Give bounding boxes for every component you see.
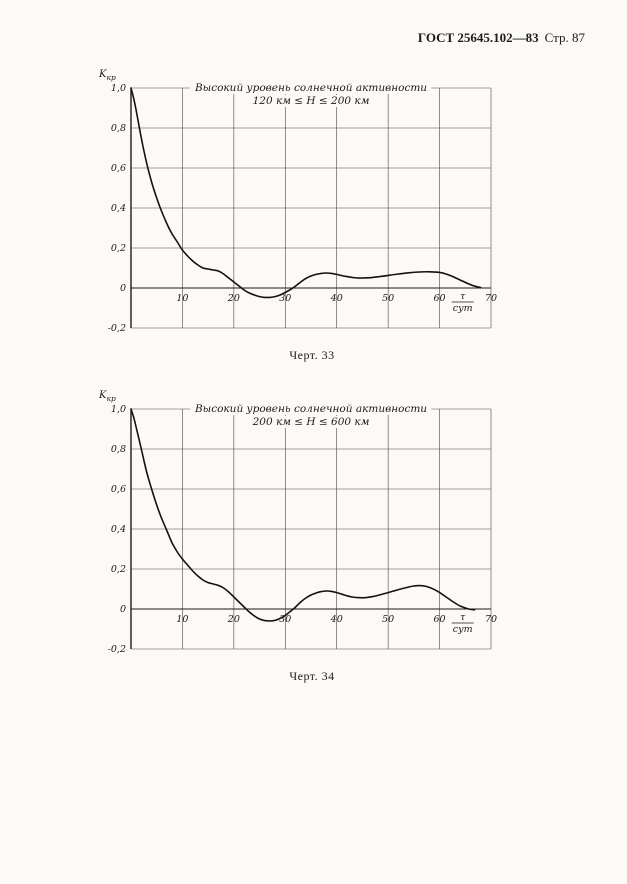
y-tick-label: 0,6 xyxy=(111,484,126,495)
chart-subtitle: 120 км ≤ H ≤ 200 км xyxy=(253,95,370,107)
chart-34-plot: 1,0 0,8 0,6 0,4 0,2 0 -0,2 10 20 30 40 50 60 70 Kкр τсу… xyxy=(98,390,497,655)
standard-number: ГОСТ 25645.102—83 xyxy=(417,30,539,45)
x-unit-numerator: τ xyxy=(460,612,466,623)
grid-lines xyxy=(130,408,492,650)
grid-lines xyxy=(130,87,492,329)
x-tick-label: 60 xyxy=(434,293,446,304)
y-tick-label: 0,2 xyxy=(111,243,126,254)
y-tick-label: 0 xyxy=(120,604,126,615)
page-number: Стр. 87 xyxy=(544,30,585,45)
y-tick-label: 1,0 xyxy=(111,404,126,415)
x-tick-label: 10 xyxy=(176,293,188,304)
y-tick-label: 0,8 xyxy=(111,123,126,134)
y-tick-label: 0 xyxy=(120,283,126,294)
x-tick-label: 50 xyxy=(382,293,394,304)
y-axis-label: Kкр xyxy=(98,390,116,403)
chart-33-plot: 1,0 0,8 0,6 0,4 0,2 0 -0,2 10 20 30 40 50 60 70 Kкр τсу… xyxy=(98,69,497,334)
figure-chart-34: 1,0 0,8 0,6 0,4 0,2 0 -0,2 10 20 30 40 50 60 70 Kкр τ су… xyxy=(85,385,509,684)
figure-chart-33: 1,0 0,8 0,6 0,4 0,2 0 -0,2 10 20 30 40 50 60 70 Kкр τ су… xyxy=(85,64,509,363)
y-axis-label: Kкр xyxy=(98,69,116,82)
x-tick-label: 40 xyxy=(330,614,343,625)
y-tick-label: -0,2 xyxy=(108,644,126,655)
x-tick-label: 30 xyxy=(279,293,291,304)
x-tick-label: 60 xyxy=(434,614,446,625)
x-tick-label: 30 xyxy=(279,614,291,625)
y-tick-label: 0,2 xyxy=(111,564,126,575)
page-header: ГОСТ 25645.102—83 Стр. 87 xyxy=(418,30,585,46)
y-tick-label: 0,6 xyxy=(111,163,126,174)
correlation-curve xyxy=(130,87,482,299)
x-tick-label: 50 xyxy=(382,614,394,625)
x-unit-denominator: сут xyxy=(453,624,473,635)
y-tick-label: 0,8 xyxy=(111,444,126,455)
y-tick-label: 0,4 xyxy=(111,203,126,214)
chart-subtitle: 200 км ≤ H ≤ 600 км xyxy=(252,416,370,428)
y-tick-label: 0,4 xyxy=(111,524,126,535)
chart-caption-34: Черт. 34 xyxy=(289,669,335,683)
chart-caption-33: Черт. 33 xyxy=(289,348,335,362)
y-tick-label: -0,2 xyxy=(108,323,126,334)
chart-title: Высокий уровень солнечной активности xyxy=(194,82,427,94)
x-tick-label: 70 xyxy=(485,293,497,304)
x-tick-label: 20 xyxy=(227,614,240,625)
x-unit-numerator: τ xyxy=(460,291,466,302)
x-tick-label: 20 xyxy=(227,293,240,304)
correlation-curve xyxy=(130,408,476,622)
chart-title: Высокий уровень солнечной активности xyxy=(194,403,427,415)
x-tick-label: 40 xyxy=(330,293,343,304)
x-unit-denominator: сут xyxy=(453,303,473,314)
x-tick-label: 10 xyxy=(176,614,188,625)
y-tick-label: 1,0 xyxy=(111,83,126,94)
x-tick-label: 70 xyxy=(485,614,497,625)
